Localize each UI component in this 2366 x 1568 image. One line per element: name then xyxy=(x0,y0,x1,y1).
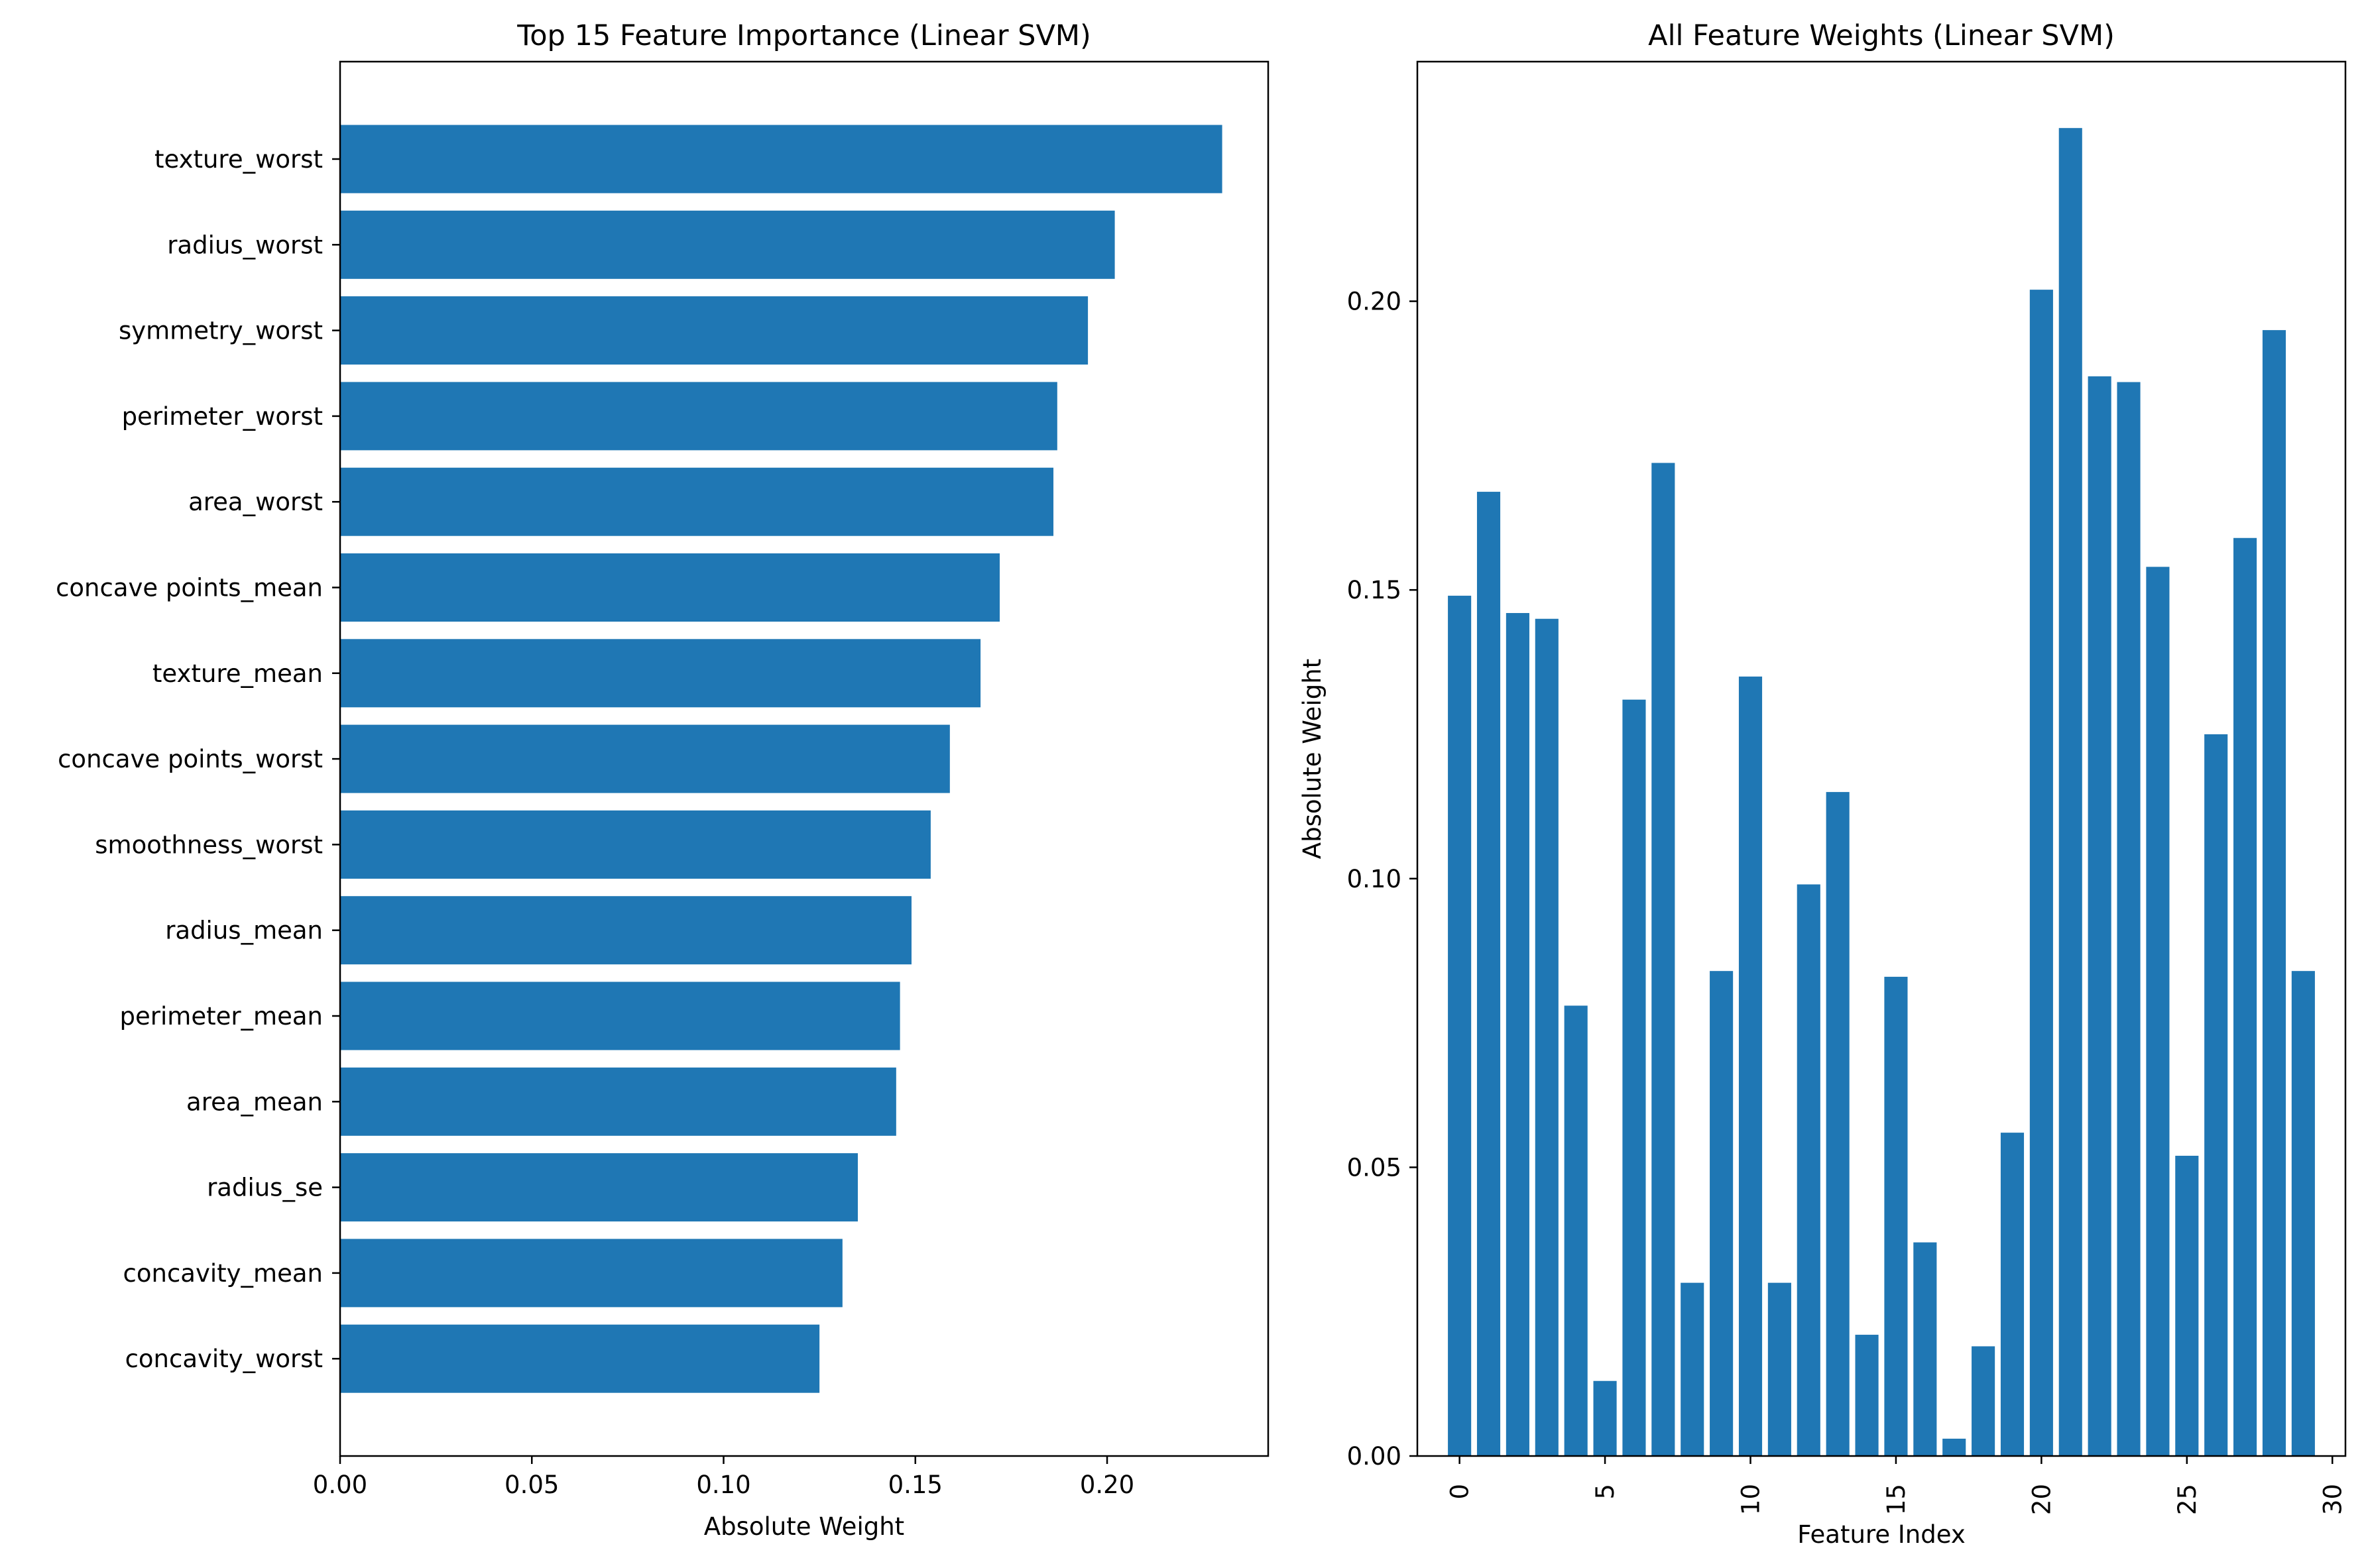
right-bar xyxy=(2175,1155,2199,1456)
left-y-tick-label: perimeter_mean xyxy=(120,1002,323,1031)
right-bar xyxy=(1884,976,1908,1456)
right-bar xyxy=(1913,1242,1937,1456)
left-bar xyxy=(340,1324,820,1393)
right-bar xyxy=(1651,463,1675,1456)
left-bar xyxy=(340,1239,843,1308)
right-bar xyxy=(1767,1282,1791,1456)
left-bar xyxy=(340,125,1222,194)
left-y-tick-label: area_mean xyxy=(186,1088,323,1116)
right-bar xyxy=(1476,492,1501,1456)
left-y-tick-label: symmetry_worst xyxy=(119,317,323,345)
right-x-tick-label: 0 xyxy=(1446,1484,1474,1500)
left-bar xyxy=(340,1153,858,1222)
all-feature-weights-chart: All Feature Weights (Linear SVM) 0.000.0… xyxy=(1298,19,2347,1549)
left-x-tick-label: 0.00 xyxy=(313,1471,367,1499)
left-bars xyxy=(340,125,1222,1393)
left-x-ticks: 0.00 0.05 0.10 0.15 0.20 xyxy=(313,1456,1134,1499)
right-bar xyxy=(1622,699,1646,1456)
left-y-tick-label: radius_worst xyxy=(167,231,323,259)
left-bar xyxy=(340,210,1115,279)
right-y-tick-label: 0.15 xyxy=(1347,576,1401,604)
right-chart-title: All Feature Weights (Linear SVM) xyxy=(1648,19,2115,52)
left-plot-frame xyxy=(339,60,1270,1457)
right-y-tick-label: 0.00 xyxy=(1347,1442,1401,1471)
left-bar xyxy=(340,553,1000,622)
right-bar xyxy=(2204,734,2228,1456)
right-y-tick-label: 0.10 xyxy=(1347,865,1401,893)
right-x-tick-label: 10 xyxy=(1737,1484,1765,1515)
right-x-tick-label: 30 xyxy=(2318,1484,2347,1515)
left-y-tick-label: radius_se xyxy=(207,1174,323,1202)
left-bar xyxy=(340,382,1057,451)
left-bar xyxy=(340,810,931,879)
left-y-tick-label: concave points_mean xyxy=(56,574,323,602)
left-y-tick-label: texture_mean xyxy=(152,659,323,688)
right-x-tick-label: 5 xyxy=(1591,1484,1620,1500)
right-bar xyxy=(2291,971,2315,1456)
right-bar xyxy=(1681,1282,1704,1456)
right-y-tick-label: 0.20 xyxy=(1347,288,1401,316)
right-bar xyxy=(2262,330,2286,1456)
right-bar xyxy=(1593,1380,1617,1456)
right-bar xyxy=(1448,595,1472,1457)
left-x-tick-label: 0.20 xyxy=(1080,1471,1134,1499)
right-bar xyxy=(1710,971,1734,1456)
right-x-axis-label: Feature Index xyxy=(1797,1520,1965,1549)
right-bar xyxy=(2029,290,2053,1456)
left-bar xyxy=(340,896,912,965)
left-y-tick-label: area_worst xyxy=(188,488,323,516)
left-y-tick-label: radius_mean xyxy=(165,917,323,945)
left-x-axis-label: Absolute Weight xyxy=(704,1512,904,1541)
right-bar xyxy=(1506,613,1529,1456)
right-bar xyxy=(2000,1133,2025,1456)
feature-importance-chart: Top 15 Feature Importance (Linear SVM) t… xyxy=(56,19,1270,1541)
right-bar xyxy=(2088,376,2111,1457)
right-bar xyxy=(1855,1335,1879,1456)
right-y-axis-label: Absolute Weight xyxy=(1298,659,1327,859)
right-bar xyxy=(2233,537,2257,1456)
left-y-ticks: texture_worst radius_worst symmetry_worstp… xyxy=(56,145,340,1373)
left-bar xyxy=(340,639,981,708)
right-plot-frame xyxy=(1416,60,2347,1457)
left-x-tick-label: 0.10 xyxy=(696,1471,750,1499)
right-bars xyxy=(1448,128,2315,1457)
right-y-tick-label: 0.05 xyxy=(1347,1153,1401,1182)
left-y-tick-label: concavity_mean xyxy=(123,1259,323,1288)
right-bar xyxy=(1942,1438,1966,1456)
right-bar xyxy=(1826,792,1850,1456)
right-x-tick-label: 25 xyxy=(2173,1484,2202,1515)
left-y-tick-label: concave points_worst xyxy=(58,745,323,773)
left-y-tick-label: perimeter_worst xyxy=(122,402,323,431)
right-bar xyxy=(1564,1005,1588,1456)
left-bar xyxy=(340,467,1054,536)
left-y-tick-label: smoothness_worst xyxy=(95,830,323,859)
right-bar xyxy=(1972,1346,1995,1456)
right-x-ticks: 0 5 10 15 20 25 30 xyxy=(1446,1456,2347,1515)
right-bar xyxy=(2058,128,2082,1457)
right-bar xyxy=(1535,618,1559,1456)
left-chart-title: Top 15 Feature Importance (Linear SVM) xyxy=(516,19,1091,52)
left-bar xyxy=(340,1067,896,1136)
right-x-tick-label: 20 xyxy=(2027,1484,2056,1515)
left-x-tick-label: 0.05 xyxy=(504,1471,559,1499)
right-bar xyxy=(2146,567,2170,1456)
right-bar xyxy=(1797,884,1820,1456)
right-bar xyxy=(2117,382,2141,1456)
left-x-tick-label: 0.15 xyxy=(888,1471,943,1499)
right-y-ticks: 0.00 0.05 0.10 0.15 0.20 xyxy=(1347,288,1417,1471)
right-x-tick-label: 15 xyxy=(1882,1484,1911,1515)
left-y-tick-label: concavity_worst xyxy=(125,1345,323,1373)
left-bar xyxy=(340,724,950,793)
right-bar xyxy=(1738,676,1763,1456)
left-bar xyxy=(340,981,900,1050)
left-y-tick-label: texture_worst xyxy=(154,145,323,174)
left-bar xyxy=(340,296,1089,365)
